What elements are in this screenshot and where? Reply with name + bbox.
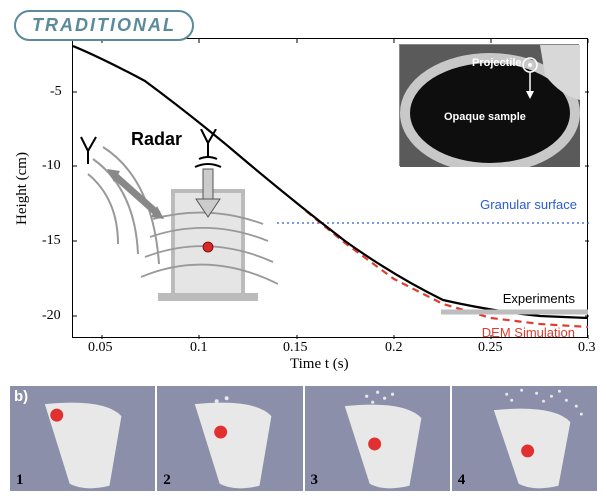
sim4-svg <box>452 386 597 491</box>
granular-surface-label: Granular surface <box>480 197 577 212</box>
y-axis-label: Height (cm) <box>14 152 31 225</box>
ytick-20: -20 <box>42 308 61 324</box>
inset-photo: Projectile Opaque sample <box>399 44 579 166</box>
panel-num-3: 3 <box>311 472 319 489</box>
ytick-15: -15 <box>42 233 61 249</box>
ytick-5: -5 <box>50 84 62 100</box>
antenna-right <box>195 129 221 167</box>
sim-panel-4: 4 <box>452 386 597 491</box>
sim2-svg <box>157 386 302 491</box>
xtick-02: 0.2 <box>385 340 403 356</box>
panel-b-label: b) <box>10 386 32 407</box>
sim-panel-1: b) 1 <box>10 386 155 491</box>
panel-num-1: 1 <box>16 472 24 489</box>
bidir-arrow <box>107 169 164 219</box>
projectile-ball-icon <box>203 242 213 252</box>
trajectory-chart: Radar Projectile Opaque sample Granular … <box>10 10 597 380</box>
simulation-panels: b) 1 2 3 4 <box>10 386 597 491</box>
xtick-03: 0.3 <box>578 340 596 356</box>
projectile-label: Projectile <box>472 57 522 69</box>
sim3-svg <box>305 386 450 491</box>
xtick-01: 0.1 <box>190 340 208 356</box>
legend-experiments: Experiments <box>503 291 575 306</box>
xtick-005: 0.05 <box>88 340 113 356</box>
panel-num-2: 2 <box>163 472 171 489</box>
badge-text: TRADITIONAL <box>32 15 176 35</box>
radar-schematic <box>63 129 283 319</box>
xtick-015: 0.15 <box>283 340 308 356</box>
x-axis-label-text: Time t (s) <box>290 356 349 372</box>
traditional-badge: TRADITIONAL <box>14 10 194 41</box>
panel-num-4: 4 <box>458 472 466 489</box>
xtick-025: 0.25 <box>478 340 503 356</box>
sim-panel-2: 2 <box>157 386 302 491</box>
sim-panel-3: 3 <box>305 386 450 491</box>
x-axis-label: Time t (s) <box>290 356 349 373</box>
legend-dem: DEM Simulation <box>482 325 575 340</box>
cylinder-base <box>158 293 258 301</box>
ytick-10: -10 <box>42 158 61 174</box>
radar-label: Radar <box>131 129 182 150</box>
opaque-sample-label: Opaque sample <box>444 111 526 123</box>
plot-area: Radar Projectile Opaque sample Granular … <box>72 38 588 338</box>
